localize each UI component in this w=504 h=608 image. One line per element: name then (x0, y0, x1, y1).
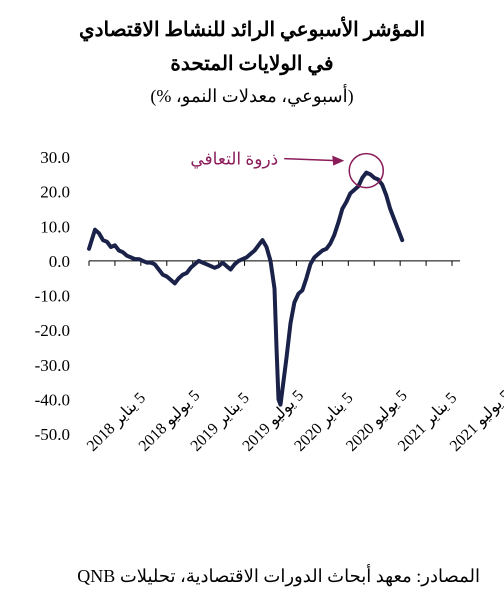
y-tick-label: -30.0 (35, 356, 70, 375)
series-line (87, 170, 405, 407)
y-axis-ticks: 30.0 20.0 10.0 0.0 -10.0 -20.0 -30.0 -40.0 -50.0 (35, 148, 70, 444)
y-tick-label: 30.0 (40, 148, 70, 167)
y-tick-label: -40.0 (35, 390, 70, 409)
y-tick-label: -10.0 (35, 287, 70, 306)
y-tick-label: 0.0 (49, 252, 70, 271)
y-tick-label: 10.0 (40, 217, 70, 236)
annotation-arrowhead (332, 155, 345, 166)
y-tick-label: -50.0 (35, 425, 70, 444)
chart-title-line2: في الولايات المتحدة (170, 53, 334, 75)
chart-title-line1: المؤشر الأسبوعي الرائد للنشاط الاقتصادي (78, 19, 426, 41)
y-tick-label: -20.0 (35, 321, 70, 340)
peak-circle-marker (348, 152, 385, 189)
source-note: المصادر: معهد أبحاث الدورات الاقتصادية، … (77, 566, 480, 586)
annotation-arrow (284, 157, 337, 162)
annotation-label: ذروة التعافي (190, 150, 278, 170)
chart-subtitle: (أسبوعي، معدلات النمو، %) (150, 86, 354, 106)
y-tick-label: 20.0 (40, 183, 70, 202)
